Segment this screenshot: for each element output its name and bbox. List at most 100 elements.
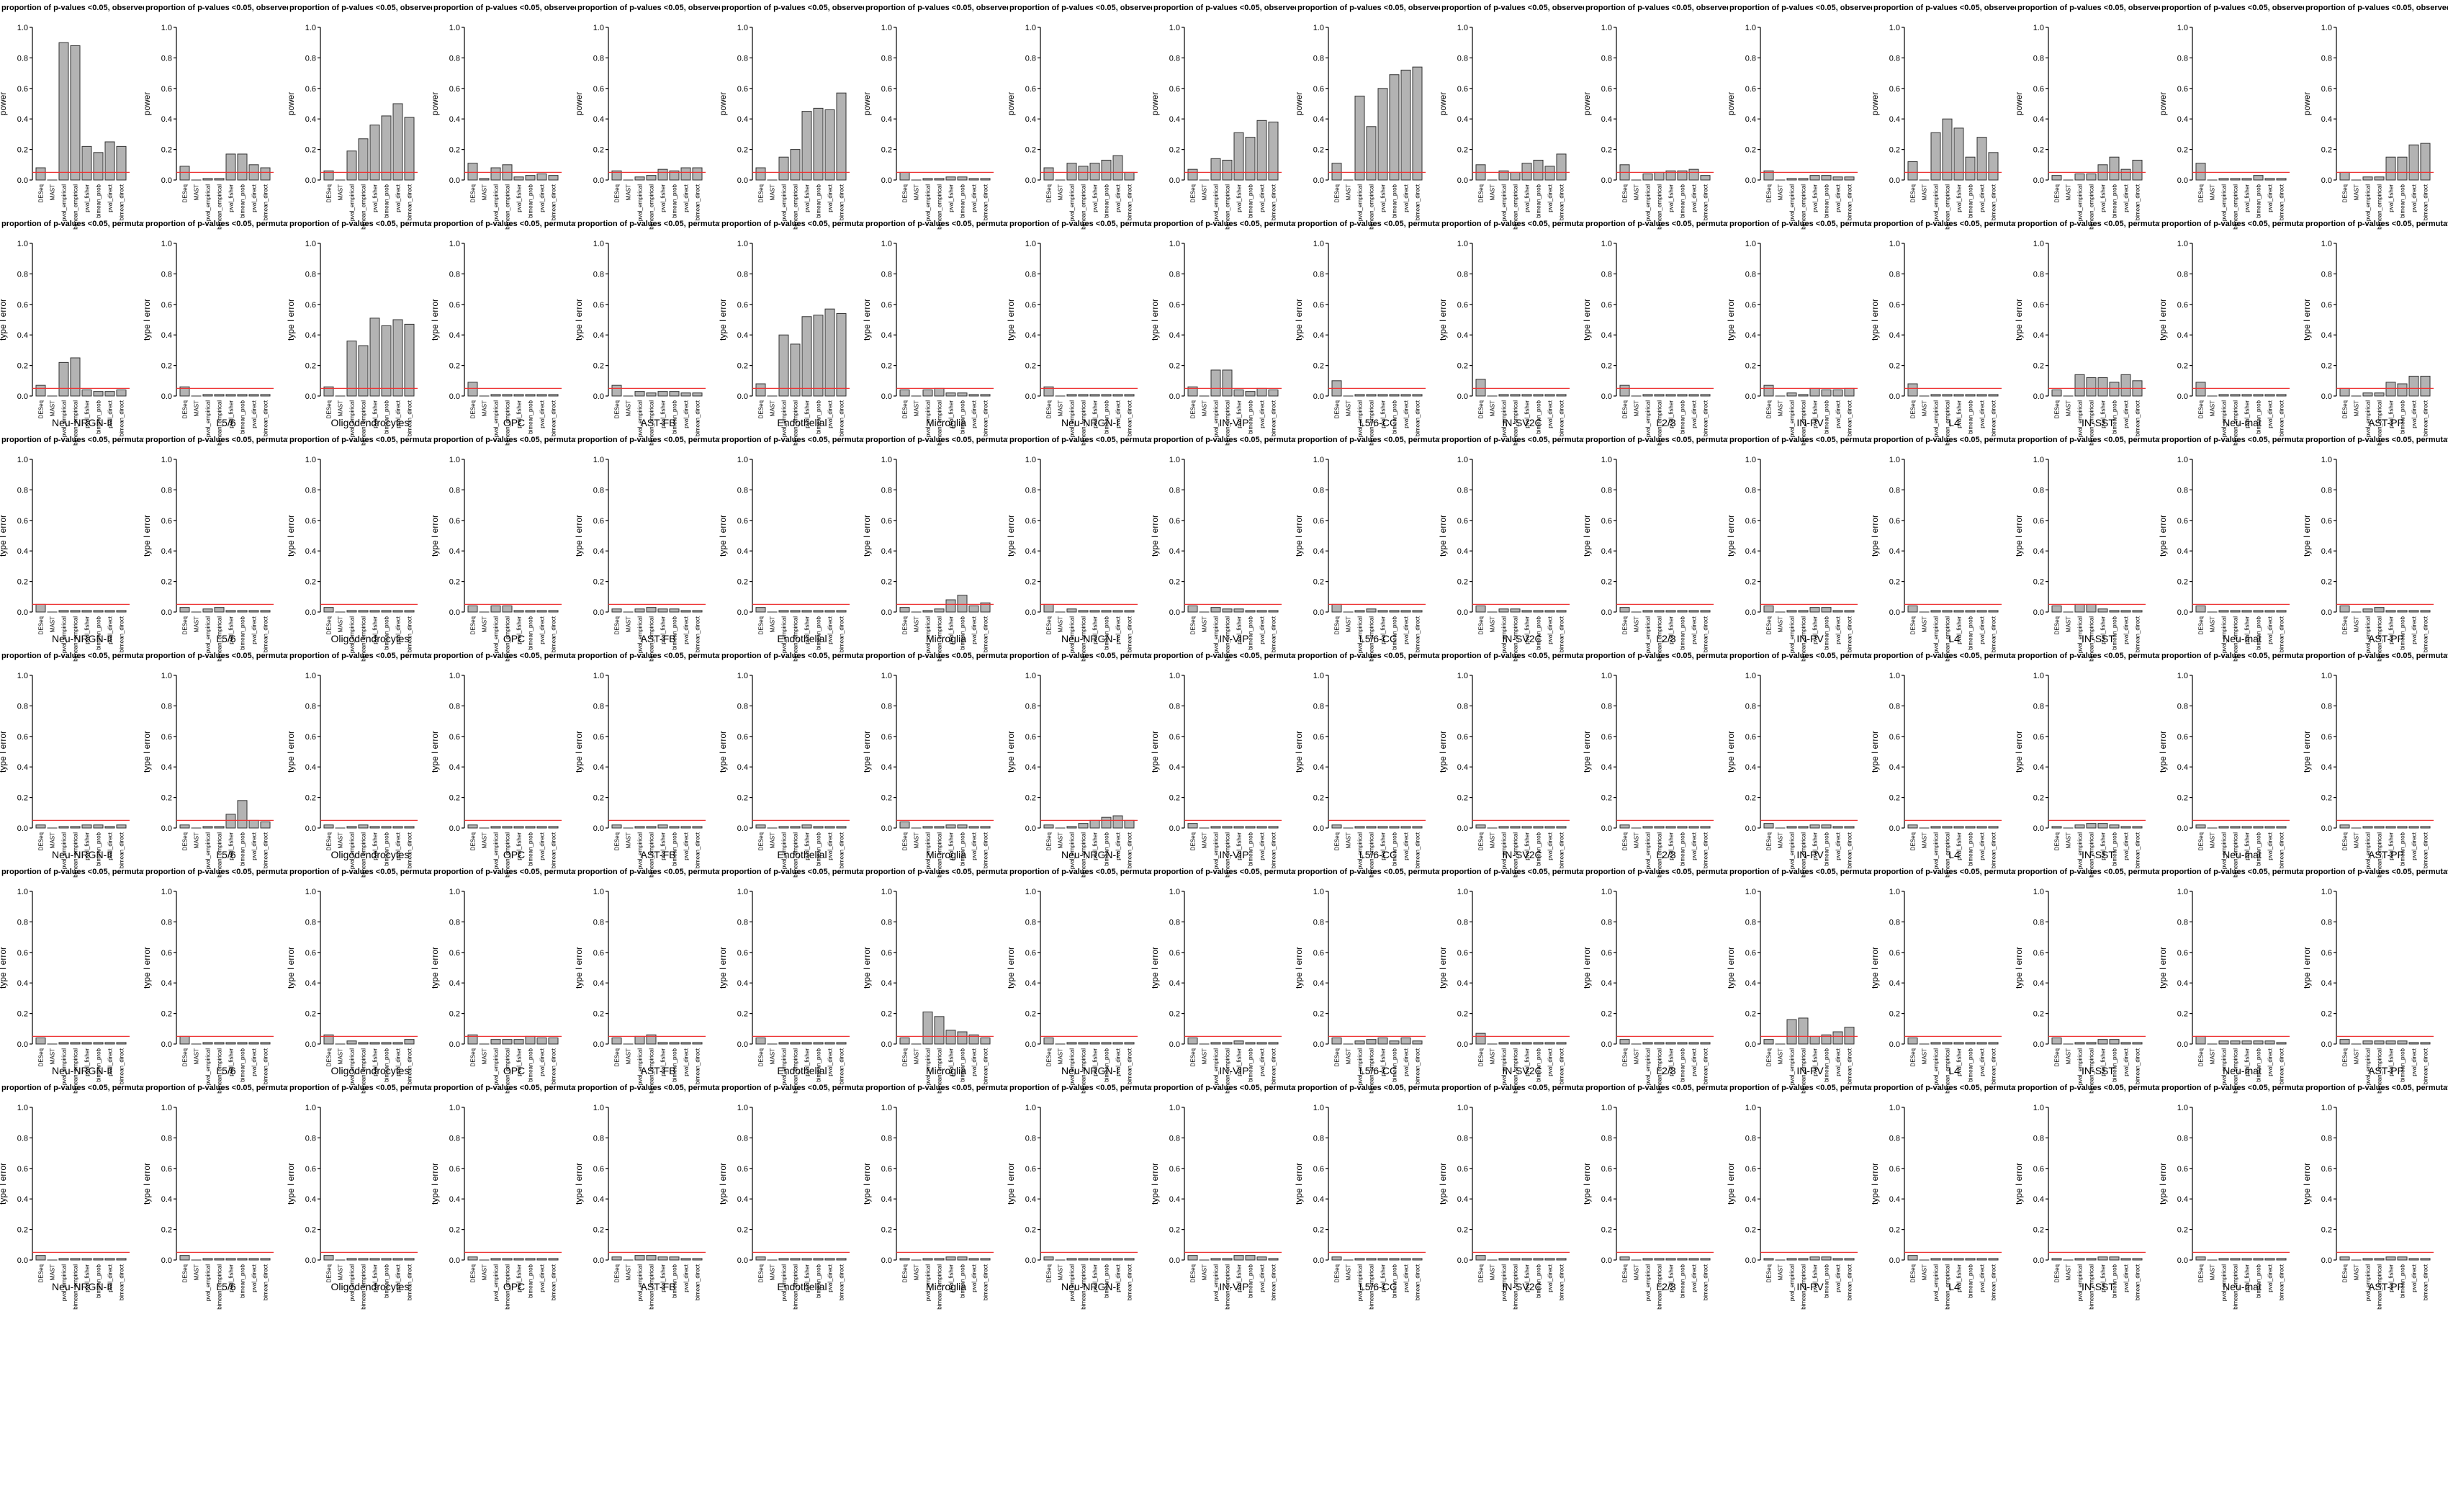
bar-bimean_empirical bbox=[1222, 369, 1233, 397]
x-tick-label: pval_fisher bbox=[804, 832, 811, 860]
x-tick-label: bimean_direct bbox=[2423, 400, 2429, 436]
bar-DESeq bbox=[899, 822, 910, 829]
x-tick-label: bimean_prob bbox=[1680, 184, 1686, 217]
x-tick-label: pval_empirical bbox=[2221, 400, 2228, 437]
bar-pval_fisher bbox=[1809, 1256, 1820, 1261]
y-tick-label: 0.4 bbox=[161, 979, 172, 988]
x-tick-label: pval_direct bbox=[1979, 616, 1986, 644]
x-tick-label: pval_direct bbox=[827, 400, 834, 428]
panel-title: proportion of p-values <0.05, observed bbox=[1729, 4, 1876, 12]
x-tick-label: bimean_empirical bbox=[2089, 616, 2095, 662]
bar-pval_empirical bbox=[490, 826, 501, 829]
y-tick-label: 0.4 bbox=[881, 1195, 892, 1204]
panel-title: proportion of p-values <0.05, permutatio… bbox=[1729, 436, 1886, 444]
bar-bimean_prob bbox=[381, 610, 392, 613]
y-tick-label: 1.0 bbox=[1601, 456, 1612, 464]
x-axis-label: Neu-NRGN-II bbox=[52, 417, 112, 428]
x-tick-label: DESeq bbox=[1622, 1264, 1629, 1282]
bar-pval_fisher bbox=[1953, 610, 1964, 613]
chart-panel: proportion of p-values <0.05, permutatio… bbox=[430, 436, 576, 662]
y-tick-label: 1.0 bbox=[1457, 672, 1468, 680]
bar-DESeq bbox=[611, 608, 622, 613]
y-tick-label: 1.0 bbox=[1745, 1104, 1756, 1112]
bar-DESeq bbox=[323, 1255, 334, 1261]
bar-pval_empirical bbox=[922, 826, 933, 829]
y-tick-label: 0.2 bbox=[2177, 146, 2188, 155]
bar-pval_fisher bbox=[225, 394, 236, 397]
y-tick-label: 0.8 bbox=[1313, 702, 1324, 711]
x-tick-label: pval_direct bbox=[1691, 184, 1698, 212]
bar-bimean_prob bbox=[93, 391, 104, 397]
y-tick-label: 1.0 bbox=[1169, 672, 1180, 680]
x-tick-label: pval_empirical bbox=[205, 184, 212, 221]
panel-title: proportion of p-values <0.05, permutatio… bbox=[1585, 1084, 1742, 1092]
bar-bimean_prob bbox=[1389, 1258, 1400, 1261]
x-tick-label: pval_fisher bbox=[516, 832, 523, 860]
y-tick-label: 0.2 bbox=[2177, 362, 2188, 371]
bar-bimean_prob bbox=[1389, 394, 1400, 397]
y-tick-label: 0.4 bbox=[1025, 115, 1036, 124]
bar-pval_direct bbox=[680, 392, 691, 397]
x-tick-label: DESeq bbox=[902, 1264, 909, 1282]
bar-DESeq bbox=[323, 824, 334, 829]
bar-pval_direct bbox=[104, 1042, 115, 1045]
chart-panel: proportion of p-values <0.05, observedpo… bbox=[430, 4, 576, 230]
y-axis-label: type I error bbox=[862, 515, 872, 557]
bar-DESeq bbox=[1187, 1038, 1198, 1045]
y-tick-label: 0.2 bbox=[2321, 1010, 2332, 1019]
bar-pval_fisher bbox=[1233, 608, 1244, 613]
chart-panel: proportion of p-values <0.05, permutatio… bbox=[2014, 1084, 2160, 1310]
y-tick-label: 1.0 bbox=[1457, 24, 1468, 32]
x-tick-label: pval_empirical bbox=[1213, 400, 1220, 437]
x-tick-label: bimean_prob bbox=[240, 184, 246, 217]
bar-bimean_direct bbox=[1412, 610, 1423, 613]
x-axis-label: L4 bbox=[1948, 849, 1960, 860]
y-tick-label: 0.6 bbox=[1169, 949, 1180, 958]
bar-pval_fisher bbox=[1665, 826, 1676, 829]
y-tick-label: 1.0 bbox=[1313, 888, 1324, 896]
bar-pval_direct bbox=[1832, 1031, 1843, 1045]
y-tick-label: 0.6 bbox=[449, 301, 460, 310]
x-tick-label: bimean_prob bbox=[384, 1264, 390, 1297]
x-tick-label: bimean_empirical bbox=[1225, 184, 1231, 230]
y-tick-label: 0.0 bbox=[737, 824, 748, 833]
bar-bimean_prob bbox=[2397, 610, 2408, 613]
panel-title: proportion of p-values <0.05, permutatio… bbox=[1441, 220, 1598, 228]
x-tick-label: pval_fisher bbox=[804, 1048, 811, 1076]
x-tick-label: bimean_direct bbox=[839, 832, 845, 868]
x-tick-label: pval_fisher bbox=[1092, 1048, 1099, 1076]
x-tick-label: pval_direct bbox=[1547, 184, 1554, 212]
y-tick-label: 1.0 bbox=[593, 456, 604, 464]
x-tick-label: bimean_direct bbox=[407, 1264, 413, 1300]
bar-pval_fisher bbox=[513, 610, 524, 613]
y-tick-label: 0.4 bbox=[305, 1195, 316, 1204]
x-tick-label: pval_direct bbox=[251, 184, 258, 212]
x-tick-label: bimean_empirical bbox=[2233, 184, 2239, 230]
y-tick-label: 0.8 bbox=[449, 918, 460, 927]
bar-DESeq bbox=[1619, 824, 1630, 829]
y-axis-label: type I error bbox=[430, 731, 440, 773]
panel-title: proportion of p-values <0.05, permutatio… bbox=[721, 220, 878, 228]
bar-bimean_prob bbox=[525, 610, 536, 613]
x-tick-label: bimean_empirical bbox=[937, 1264, 943, 1310]
x-tick-label: bimean_empirical bbox=[1657, 616, 1663, 662]
x-tick-label: pval_empirical bbox=[493, 616, 500, 653]
y-tick-label: 0.4 bbox=[881, 331, 892, 340]
x-tick-label: DESeq bbox=[2342, 616, 2349, 634]
bar-bimean_direct bbox=[260, 1042, 271, 1045]
bar-bimean_direct bbox=[2276, 1258, 2287, 1261]
y-tick-label: 0.8 bbox=[2177, 918, 2188, 927]
y-tick-label: 0.6 bbox=[17, 517, 28, 526]
x-tick-label: DESeq bbox=[182, 832, 189, 850]
x-tick-label: MAST bbox=[50, 184, 56, 200]
x-tick-label: pval_fisher bbox=[2244, 1048, 2251, 1076]
bar-pval_fisher bbox=[1809, 607, 1820, 613]
x-tick-label: pval_empirical bbox=[925, 1264, 932, 1301]
y-tick-label: 0.0 bbox=[305, 608, 316, 617]
y-tick-label: 0.6 bbox=[2033, 949, 2044, 958]
bar-pval_fisher bbox=[801, 316, 812, 397]
chart-panel: proportion of p-values <0.05, permutatio… bbox=[1006, 1084, 1152, 1310]
y-tick-label: 0.0 bbox=[449, 1256, 460, 1265]
bar-pval_direct bbox=[1832, 390, 1843, 397]
bar-bimean_empirical bbox=[2374, 826, 2385, 829]
